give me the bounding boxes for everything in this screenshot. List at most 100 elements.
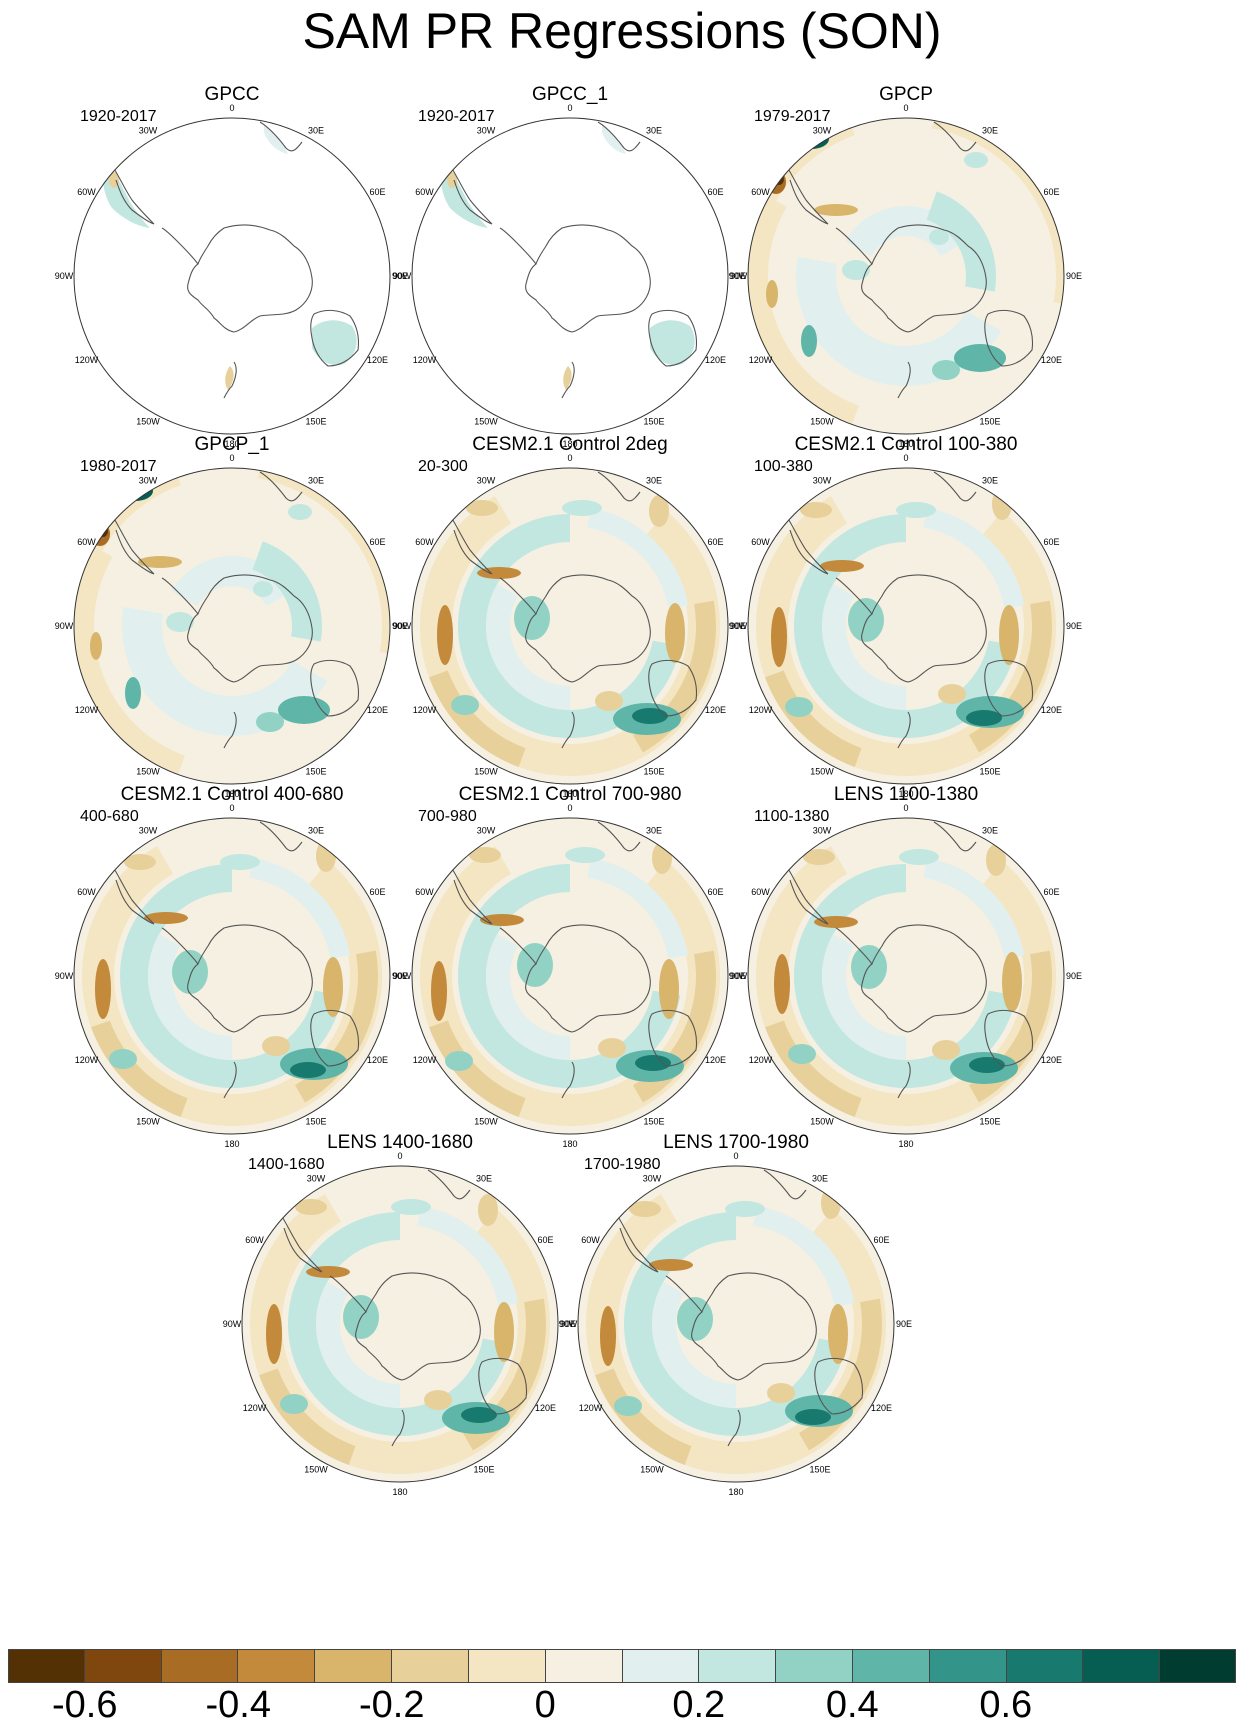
colorbar-box bbox=[468, 1649, 546, 1683]
lon-label: 30E bbox=[646, 476, 662, 486]
lon-label: 150E bbox=[643, 1116, 664, 1126]
lon-label: 90E bbox=[392, 271, 408, 281]
lon-label: 60W bbox=[77, 187, 96, 197]
polar-map: 0 30E 60E 90E 120E 150E 180 150W 120W 90W 60W 30W bbox=[729, 453, 1082, 799]
lon-label: 60W bbox=[751, 537, 770, 547]
lon-label: 120W bbox=[75, 705, 99, 715]
colorbar-box bbox=[929, 1649, 1007, 1683]
lon-label: 120W bbox=[243, 1403, 267, 1413]
lon-label: 60E bbox=[707, 537, 723, 547]
lon-label: 150E bbox=[979, 1116, 1000, 1126]
panel-title: LENS 1400-1680 bbox=[327, 1132, 473, 1153]
lon-label: 60W bbox=[77, 537, 96, 547]
colorbar bbox=[8, 1649, 1236, 1683]
lon-label: 30E bbox=[308, 126, 324, 136]
lon-label: 30E bbox=[982, 126, 998, 136]
panel-title: CESM2.1 Control 700-980 bbox=[458, 784, 682, 805]
lon-label: 30E bbox=[812, 1174, 828, 1184]
colorbar-box bbox=[238, 1649, 316, 1683]
panel-year-range: 1700-1980 bbox=[584, 1156, 661, 1173]
lon-label: 180 bbox=[224, 1139, 239, 1149]
lon-label: 30W bbox=[139, 476, 158, 486]
lon-label: 180 bbox=[224, 439, 239, 449]
lon-label: 180 bbox=[562, 1139, 577, 1149]
map-panel: 0 30E 60E 90E 120E 150E 180 150W 120W 90W 60W 30W GP… bbox=[393, 84, 746, 449]
lon-label: 120W bbox=[749, 1055, 773, 1065]
lon-label: 120E bbox=[705, 355, 726, 365]
lon-label: 90W bbox=[55, 271, 74, 281]
lon-label: 120E bbox=[705, 705, 726, 715]
colorbar-box bbox=[1006, 1649, 1084, 1683]
lon-label: 60W bbox=[751, 887, 770, 897]
lon-label: 180 bbox=[898, 1139, 913, 1149]
lon-label: 60W bbox=[751, 187, 770, 197]
lon-label: 60E bbox=[873, 1235, 889, 1245]
lon-label: 30W bbox=[477, 826, 496, 836]
lon-label: 60W bbox=[415, 187, 434, 197]
panel-title: GPCC bbox=[204, 84, 260, 105]
panel-title: GPCP_1 bbox=[194, 434, 270, 455]
panel-year-range: 1920-2017 bbox=[418, 108, 495, 125]
lon-label: 0 bbox=[229, 454, 234, 463]
lon-label: 120E bbox=[367, 705, 388, 715]
panel-title: LENS 1100-1380 bbox=[833, 784, 979, 805]
lon-label: 90E bbox=[896, 1319, 912, 1329]
lon-label: 120W bbox=[413, 1055, 437, 1065]
lon-label: 90W bbox=[559, 1319, 578, 1329]
colorbar-box bbox=[622, 1649, 700, 1683]
panel-year-range: 20-300 bbox=[418, 458, 468, 475]
colorbar-box bbox=[776, 1649, 853, 1683]
lon-label: 90E bbox=[730, 271, 746, 281]
lon-label: 90E bbox=[560, 1319, 576, 1329]
lon-label: 0 bbox=[567, 804, 572, 813]
lon-label: 30W bbox=[643, 1174, 662, 1184]
colorbar-box bbox=[1160, 1649, 1236, 1683]
lon-label: 30E bbox=[646, 126, 662, 136]
colorbar-tick-label: 0.2 bbox=[672, 1684, 726, 1726]
lon-label: 180 bbox=[224, 789, 239, 799]
lon-label: 30E bbox=[982, 826, 998, 836]
colorbar-tick-label: -0.6 bbox=[52, 1684, 118, 1726]
lon-label: 60E bbox=[369, 537, 385, 547]
lon-label: 90E bbox=[1066, 621, 1082, 631]
lon-label: 90W bbox=[393, 271, 412, 281]
lon-label: 60E bbox=[369, 187, 385, 197]
colorbar-box bbox=[699, 1649, 777, 1683]
lon-label: 150W bbox=[304, 1464, 328, 1474]
lon-label: 150E bbox=[305, 1116, 326, 1126]
polar-map: 0 30E 60E 90E 120E 150E 180 150W 120W 90W 60W 30W bbox=[55, 803, 408, 1149]
polar-map: 0 30E 60E 90E 120E 150E 180 150W 120W 90W 60W 30W bbox=[729, 803, 1082, 1149]
lon-label: 60W bbox=[581, 1235, 600, 1245]
lon-label: 150W bbox=[474, 766, 498, 776]
lon-label: 30E bbox=[308, 826, 324, 836]
map-panel: 0 30E 60E 90E 120E 150E 180 150W 120W 90W 60W 30W GP… bbox=[729, 84, 1082, 449]
lon-label: 90W bbox=[393, 621, 412, 631]
lon-label: 180 bbox=[562, 789, 577, 799]
colorbar-box bbox=[84, 1649, 162, 1683]
lon-label: 150W bbox=[810, 766, 834, 776]
colorbar-box bbox=[8, 1649, 85, 1683]
polar-map: 0 30E 60E 90E 120E 150E 180 150W 120W 90W 60W 30W bbox=[393, 453, 746, 799]
lon-label: 90E bbox=[730, 971, 746, 981]
lon-label: 60E bbox=[537, 1235, 553, 1245]
colorbar-tick-label: 0.6 bbox=[979, 1684, 1033, 1726]
lon-label: 90W bbox=[729, 271, 748, 281]
lon-label: 150E bbox=[643, 416, 664, 426]
lon-label: 30W bbox=[813, 476, 832, 486]
lon-label: 90E bbox=[1066, 971, 1082, 981]
map-panel: 0 30E 60E 90E 120E 150E 180 150W 120W 90W 60W 30W CE… bbox=[393, 434, 746, 799]
lon-label: 60E bbox=[1043, 537, 1059, 547]
map-panel: 0 30E 60E 90E 120E 150E 180 150W 120W 90W 60W 30W CE… bbox=[393, 784, 746, 1149]
lon-label: 90W bbox=[729, 971, 748, 981]
lon-label: 150E bbox=[809, 1464, 830, 1474]
lon-label: 0 bbox=[229, 804, 234, 813]
panel-title: CESM2.1 Control 100-380 bbox=[794, 434, 1018, 455]
lon-label: 120W bbox=[75, 1055, 99, 1065]
lon-label: 60W bbox=[415, 887, 434, 897]
lon-label: 90W bbox=[729, 621, 748, 631]
panel-year-range: 1400-1680 bbox=[248, 1156, 325, 1173]
map-panel: 0 30E 60E 90E 120E 150E 180 150W 120W 90W 60W 30W CE… bbox=[55, 784, 408, 1149]
lon-label: 0 bbox=[903, 454, 908, 463]
lon-label: 90W bbox=[223, 1319, 242, 1329]
lon-label: 150E bbox=[473, 1464, 494, 1474]
